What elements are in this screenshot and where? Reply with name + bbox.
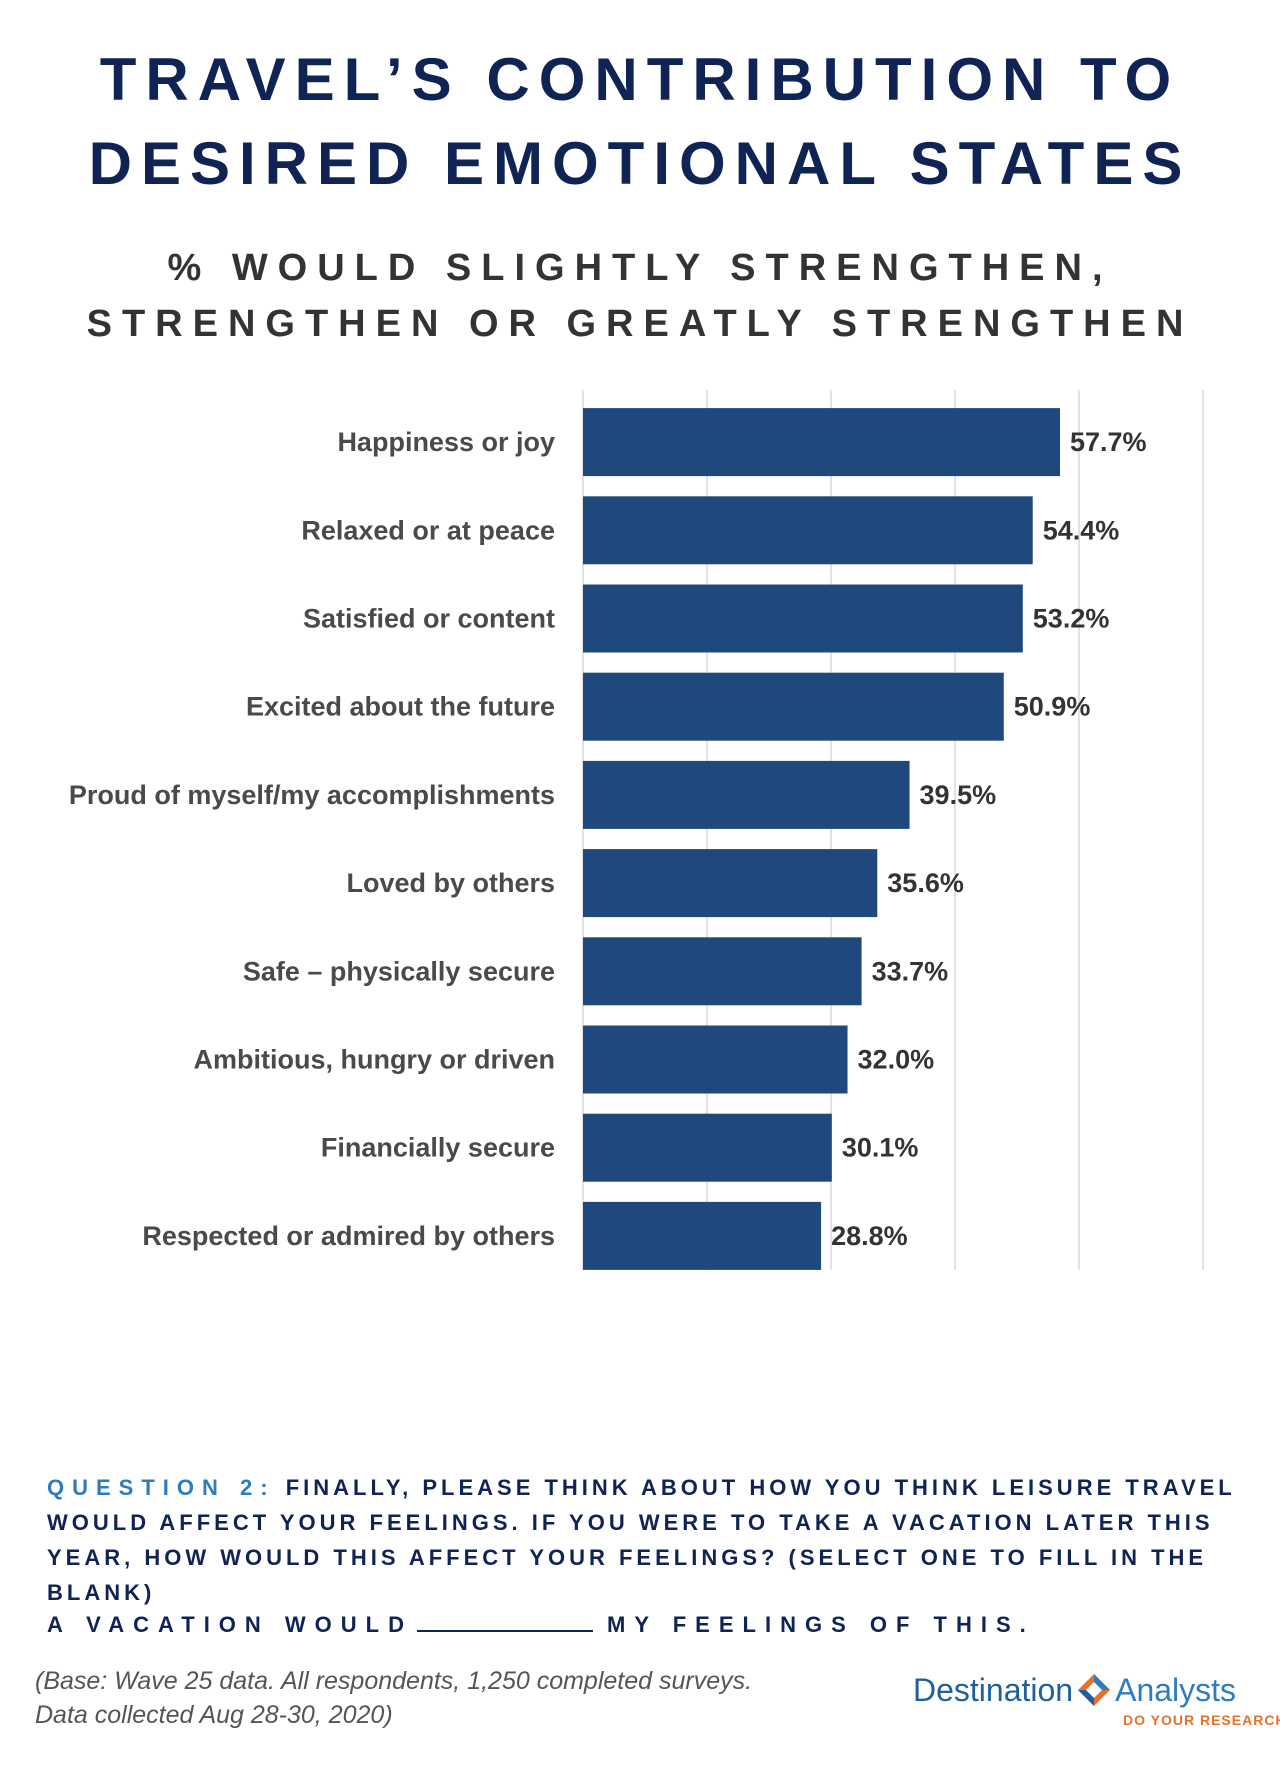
bar xyxy=(583,1113,832,1182)
category-label: Safe – physically secure xyxy=(243,956,555,986)
brand-tagline: DO YOUR RESEARCH xyxy=(1123,1712,1280,1728)
footnote: (Base: Wave 25 data. All respondents, 1,… xyxy=(35,1664,752,1732)
fill-in-sentence: A VACATION WOULD MY FEELINGS OF THIS. xyxy=(47,1612,1035,1638)
brand-name-left: Destination xyxy=(913,1672,1074,1708)
chart-title-line-2: DESIRED EMOTIONAL STATES xyxy=(88,130,1192,197)
brand-name: Destination Analysts xyxy=(913,1670,1263,1710)
chart-subtitle: % WOULD SLIGHTLY STRENGTHEN, STRENGTHEN … xyxy=(0,240,1280,352)
bar-chart: Happiness or joy 57.7% Relaxed or at peace… xyxy=(69,390,1204,1270)
data-label: 30.1% xyxy=(842,1133,919,1163)
category-label: Ambitious, hungry or driven xyxy=(193,1045,555,1075)
data-label: 54.4% xyxy=(1043,515,1120,545)
data-label: 50.9% xyxy=(1014,692,1091,722)
chart-subtitle-line-1: % WOULD SLIGHTLY STRENGTHEN, xyxy=(167,247,1113,289)
category-label: Relaxed or at peace xyxy=(301,515,555,545)
chart-subtitle-line-2: STRENGTHEN OR GREATLY STRENGTHEN xyxy=(86,303,1194,345)
survey-question: QUESTION 2: FINALLY, PLEASE THINK ABOUT … xyxy=(47,1470,1247,1610)
category-label: Respected or admired by others xyxy=(142,1221,555,1251)
bar xyxy=(583,408,1060,477)
chart-title-line-1: TRAVEL’S CONTRIBUTION TO xyxy=(99,46,1181,113)
chart-title: TRAVEL’S CONTRIBUTION TO DESIRED EMOTION… xyxy=(0,38,1280,206)
bar xyxy=(583,760,910,829)
data-label: 32.0% xyxy=(858,1045,935,1075)
category-label: Loved by others xyxy=(346,868,555,898)
category-label: Satisfied or content xyxy=(303,604,555,634)
category-label: Excited about the future xyxy=(246,692,555,722)
diamond-mark-icon xyxy=(1078,1674,1111,1706)
question-prefix: QUESTION 2: xyxy=(47,1475,276,1500)
bar xyxy=(583,672,1004,741)
data-label: 35.6% xyxy=(887,868,964,898)
bar xyxy=(583,1025,848,1094)
bar xyxy=(583,849,878,918)
fill-after-text: MY FEELINGS OF THIS. xyxy=(607,1612,1035,1637)
data-label: 39.5% xyxy=(920,780,997,810)
bar xyxy=(583,937,862,1006)
footnote-line-2: Data collected Aug 28-30, 2020) xyxy=(35,1701,393,1729)
bar xyxy=(583,584,1023,653)
category-label: Financially secure xyxy=(321,1133,555,1163)
bar xyxy=(583,1201,822,1270)
data-label: 53.2% xyxy=(1033,604,1110,634)
data-label: 57.7% xyxy=(1070,427,1147,457)
category-label: Happiness or joy xyxy=(337,427,555,457)
bar xyxy=(583,496,1033,565)
question-text: FINALLY, PLEASE THINK ABOUT HOW YOU THIN… xyxy=(47,1475,1236,1605)
brand-name-right: Analysts xyxy=(1115,1672,1237,1708)
data-label: 33.7% xyxy=(872,956,949,986)
fill-blank-line xyxy=(417,1630,594,1632)
category-label: Proud of myself/my accomplishments xyxy=(69,780,555,810)
brand-logo: Destination Analysts DO YOUR RESEARCH xyxy=(913,1670,1280,1740)
data-label: 28.8% xyxy=(831,1221,908,1251)
footnote-line-1: (Base: Wave 25 data. All respondents, 1,… xyxy=(35,1667,753,1695)
fill-before-text: A VACATION WOULD xyxy=(47,1612,414,1637)
